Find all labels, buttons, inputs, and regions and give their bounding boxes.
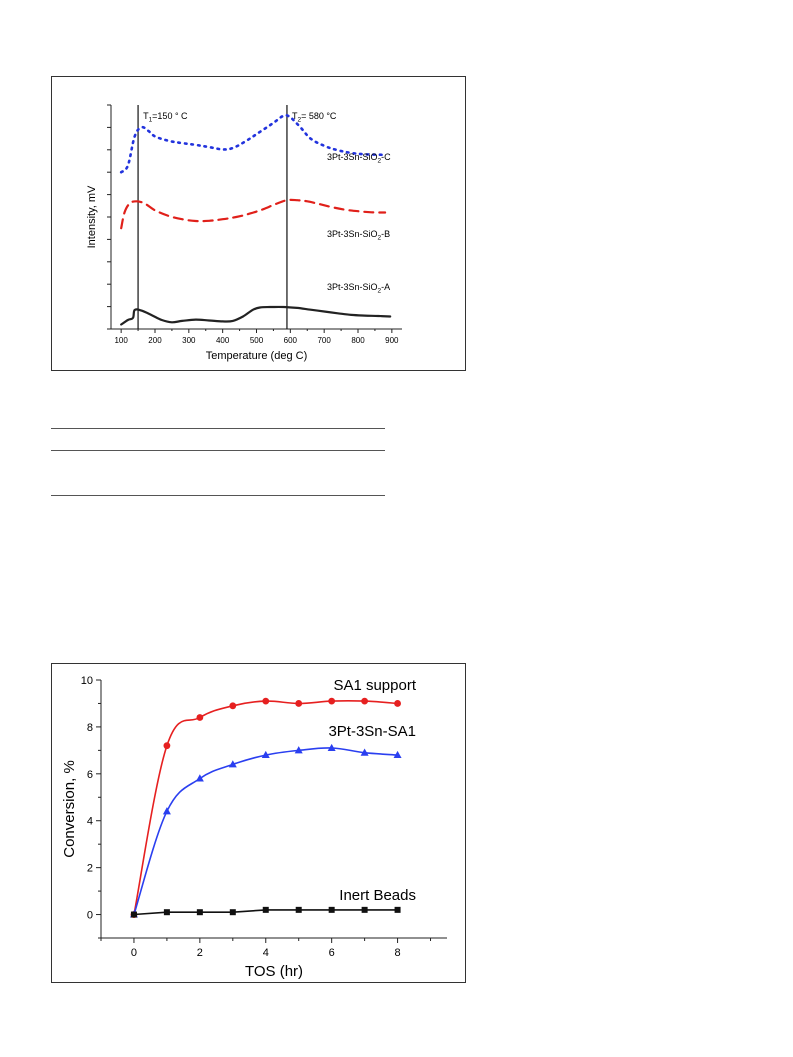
series-line-c	[119, 113, 387, 174]
y-axis-label: Intensity, mV	[86, 185, 98, 248]
x-tick-label: 100	[114, 336, 128, 345]
x-tick-label: 200	[148, 336, 162, 345]
x-tick-label: 900	[385, 336, 399, 345]
series-label-3pt-3sn-sa1: 3Pt-3Sn-SA1	[328, 723, 416, 740]
data-point-inert-beads	[394, 906, 401, 913]
series-line-sa1-support	[133, 700, 398, 915]
data-point-3pt-3sn-sa1	[393, 750, 402, 759]
data-point-3pt-3sn-sa1	[360, 748, 369, 756]
data-point-sa1-support	[163, 742, 171, 750]
data-point-3pt-3sn-sa1	[327, 743, 336, 752]
x-tick-label: 4	[263, 947, 269, 959]
tpr-chart-figure: 100 200 300 400 500 600 700 800 900 Temperature (…	[51, 76, 466, 371]
x-tick-label: 600	[284, 336, 298, 345]
reference-line-label-t1: T1=150 ° C	[143, 111, 188, 124]
data-point-inert-beads	[229, 909, 236, 916]
y-tick-label: 10	[81, 675, 93, 687]
series-label-c: 3Pt-3Sn-SiO2-C	[327, 152, 391, 165]
series-label-sa1-support: SA1 support	[333, 677, 416, 694]
data-point-inert-beads	[196, 909, 203, 916]
data-point-3pt-3sn-sa1	[195, 774, 204, 782]
conversion-chart: 0 2 4 6 8 10 0 2 4 6 8 TOS (hr) Conversion, % SA1 sup…	[61, 675, 447, 980]
y-tick-label: 6	[87, 769, 93, 781]
data-point-inert-beads	[295, 906, 302, 913]
y-axis-label: Conversion, %	[61, 760, 78, 858]
x-axis-label: TOS (hr)	[245, 963, 303, 980]
series-label-inert-beads: Inert Beads	[339, 887, 416, 904]
conversion-chart-figure: 0 2 4 6 8 10 0 2 4 6 8 TOS (hr) Conversion, % SA1 sup…	[51, 663, 466, 983]
x-axis-label: Temperature (deg C)	[206, 350, 308, 362]
x-tick-label: 400	[216, 336, 230, 345]
data-point-3pt-3sn-sa1	[162, 807, 171, 815]
data-point-sa1-support	[262, 697, 270, 705]
series-label-b: 3Pt-3Sn-SiO2-B	[327, 229, 390, 242]
x-tick-label: 700	[317, 336, 331, 345]
data-point-3pt-3sn-sa1	[261, 750, 270, 759]
y-tick-label: 4	[87, 816, 93, 828]
data-point-sa1-support	[394, 700, 401, 707]
x-tick-label: 300	[182, 336, 196, 345]
table-header-rule	[51, 450, 385, 451]
data-point-sa1-support	[295, 700, 303, 707]
y-tick-label: 2	[87, 863, 93, 875]
table-bottom-rule	[51, 495, 385, 496]
data-point-inert-beads	[328, 906, 335, 913]
data-point-sa1-support	[361, 697, 369, 705]
tpr-chart: 100 200 300 400 500 600 700 800 900 Temperature (…	[86, 104, 402, 362]
data-point-sa1-support	[328, 697, 336, 705]
x-tick-label: 500	[250, 336, 264, 345]
y-tick-label: 0	[87, 910, 93, 922]
series-line-b	[120, 198, 387, 230]
x-tick-label: 6	[329, 947, 335, 959]
reference-line-label-t2: T2= 580 °C	[292, 111, 337, 124]
series-label-a: 3Pt-3Sn-SiO2-A	[327, 282, 390, 295]
data-point-sa1-support	[229, 702, 237, 710]
x-tick-label: 2	[197, 947, 203, 959]
x-tick-label: 0	[131, 947, 137, 959]
data-point-inert-beads	[163, 909, 170, 916]
data-point-inert-beads	[130, 911, 137, 918]
x-tick-label: 800	[351, 336, 365, 345]
data-point-sa1-support	[196, 714, 204, 721]
table-top-rule	[51, 428, 385, 429]
data-point-3pt-3sn-sa1	[228, 760, 237, 768]
series-line-a	[120, 305, 392, 326]
x-tick-label: 8	[395, 947, 401, 959]
y-tick-label: 8	[87, 722, 93, 734]
data-point-inert-beads	[361, 906, 368, 913]
data-point-3pt-3sn-sa1	[294, 746, 303, 754]
data-point-inert-beads	[262, 906, 269, 913]
